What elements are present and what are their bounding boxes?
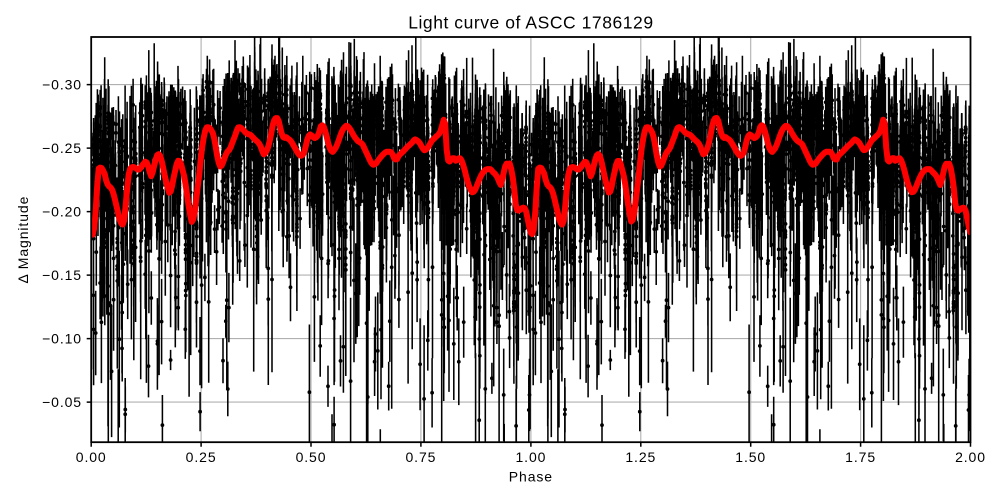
svg-text:1.00: 1.00 bbox=[515, 449, 546, 465]
svg-text:Phase: Phase bbox=[509, 469, 553, 485]
svg-text:−0.20: −0.20 bbox=[42, 204, 82, 220]
svg-text:Light curve of ASCC 1786129: Light curve of ASCC 1786129 bbox=[408, 12, 653, 32]
svg-text:Δ Magnitude: Δ Magnitude bbox=[15, 196, 31, 284]
svg-text:0.25: 0.25 bbox=[186, 449, 217, 465]
svg-text:−0.10: −0.10 bbox=[42, 331, 82, 347]
svg-text:−0.15: −0.15 bbox=[42, 267, 82, 283]
svg-text:0.00: 0.00 bbox=[76, 449, 107, 465]
svg-text:2.00: 2.00 bbox=[955, 449, 986, 465]
svg-text:−0.30: −0.30 bbox=[42, 77, 82, 93]
svg-text:0.50: 0.50 bbox=[296, 449, 327, 465]
svg-text:1.50: 1.50 bbox=[735, 449, 766, 465]
svg-text:0.75: 0.75 bbox=[405, 449, 436, 465]
svg-text:1.75: 1.75 bbox=[845, 449, 876, 465]
svg-text:−0.05: −0.05 bbox=[42, 394, 82, 410]
svg-text:−0.25: −0.25 bbox=[42, 140, 82, 156]
svg-text:1.25: 1.25 bbox=[625, 449, 656, 465]
